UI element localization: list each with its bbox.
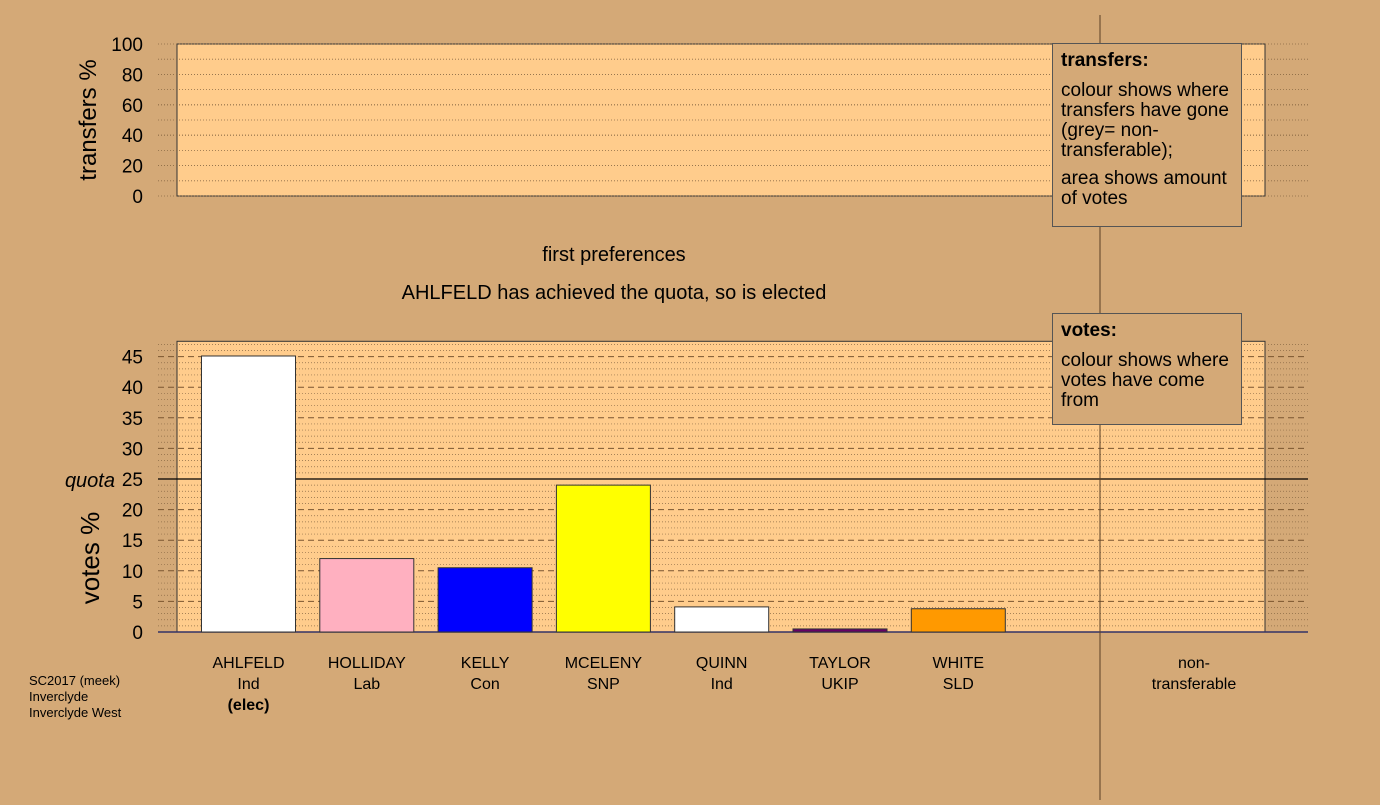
votes-y-tick-label: 25: [122, 470, 143, 491]
x-category-label: MCELENY: [565, 655, 643, 672]
x-category-label: WHITE: [933, 655, 985, 672]
x-category-label: Con: [470, 676, 499, 693]
bar-white: [910, 608, 1006, 633]
votes-y-tick-label: 20: [122, 501, 143, 522]
votes-y-tick-label: 35: [122, 409, 143, 430]
footer-line-council: Inverclyde: [29, 689, 89, 704]
status-heading: AHLFELD has achieved the quota, so is el…: [402, 282, 827, 304]
transfers-y-tick-label: 40: [122, 126, 143, 147]
bar-quinn: [674, 606, 770, 633]
votes-y-tick-label: 30: [122, 439, 143, 460]
votes-legend: votes: colour shows where votes have com…: [1052, 313, 1242, 425]
transfers-y-tick-label: 20: [122, 157, 143, 178]
transfers-legend-title: transfers:: [1061, 50, 1149, 71]
x-category-label: SNP: [587, 676, 620, 693]
x-category-label: Ind: [711, 676, 733, 693]
transfers-legend-line2: area shows amount of votes: [1061, 168, 1227, 209]
x-category-label: Ind: [237, 676, 259, 693]
transfers-y-tick-label: 60: [122, 96, 143, 117]
x-category-label: non-: [1178, 655, 1210, 672]
transfers-y-tick-label: 0: [132, 187, 143, 208]
votes-y-tick-label: 45: [122, 348, 143, 369]
x-category-label: Lab: [353, 676, 380, 693]
transfers-y-tick-label: 80: [122, 65, 143, 86]
votes-y-tick-label: 15: [122, 531, 143, 552]
footer-line-election: SC2017 (meek): [29, 673, 121, 688]
votes-y-tick-label: 5: [132, 592, 143, 613]
quota-label: quota: [65, 470, 115, 492]
transfers-y-tick-label: 100: [111, 35, 143, 56]
transfers-legend: transfers: colour shows where transfers …: [1052, 43, 1242, 227]
x-category-label: TAYLOR: [809, 655, 871, 672]
votes-y-axis-label: votes %: [75, 512, 105, 605]
x-category-label: QUINN: [696, 655, 748, 672]
bar-taylor: [792, 628, 888, 633]
bar-kelly: [437, 567, 533, 633]
x-category-label: SLD: [943, 676, 974, 693]
x-category-label: HOLLIDAY: [328, 655, 406, 672]
stage-heading: first preferences: [542, 244, 685, 266]
votes-y-tick-label: 10: [122, 562, 143, 583]
transfers-y-axis-label: transfers %: [75, 59, 102, 180]
bar-ahlfeld: [201, 355, 296, 633]
votes-y-tick-label: 0: [132, 623, 143, 644]
votes-legend-line1: colour shows where votes have come from: [1061, 350, 1229, 411]
x-category-label: (elec): [228, 697, 270, 714]
votes-y-tick-label: 40: [122, 378, 143, 399]
x-category-label: UKIP: [821, 676, 858, 693]
footer-caption: SC2017 (meek) Inverclyde Inverclyde West: [29, 673, 121, 721]
x-category-label: KELLY: [461, 655, 510, 672]
votes-legend-title: votes:: [1061, 320, 1117, 341]
x-category-label: transferable: [1152, 676, 1237, 693]
transfers-legend-line1: colour shows where transfers have gone (…: [1061, 80, 1229, 161]
x-category-label: AHLFELD: [212, 655, 284, 672]
bar-mceleny: [555, 484, 651, 633]
bar-holliday: [319, 558, 415, 633]
footer-line-ward: Inverclyde West: [29, 705, 122, 720]
